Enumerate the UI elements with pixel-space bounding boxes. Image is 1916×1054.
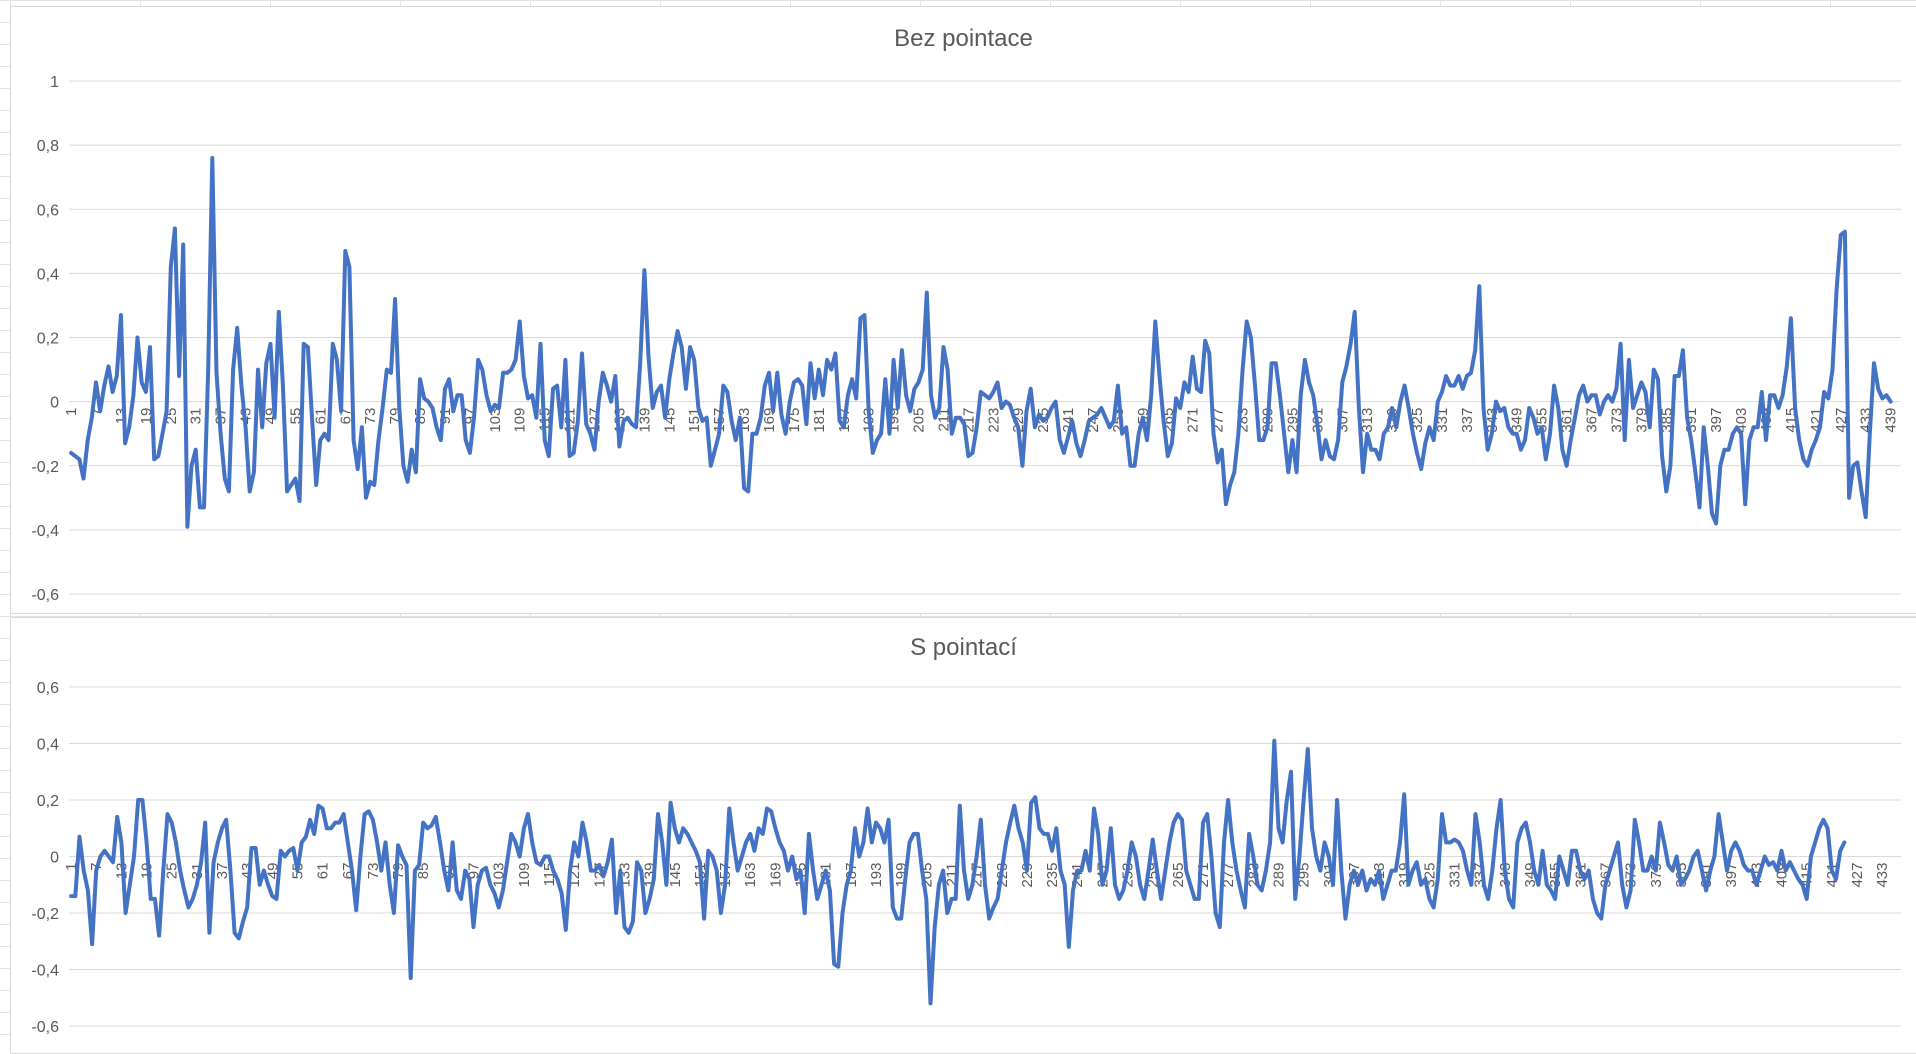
x-tick-label: 355: [1534, 408, 1551, 433]
x-tick-label: 181: [811, 408, 828, 433]
x-tick-label: 313: [1359, 408, 1376, 433]
line-plot: 0,60,40,20-0,2-0,4-0,61 7 13 19 25 31 37 43 49 55…: [31, 680, 1901, 1036]
x-tick-label: 1: [63, 408, 80, 416]
x-tick-label: 235: [1044, 863, 1061, 888]
y-tick-label: -0,6: [31, 587, 59, 604]
x-tick-label: 193: [868, 863, 885, 888]
series-line: [69, 738, 1847, 1006]
x-tick-label: 109: [516, 863, 533, 888]
x-tick-label: 61: [315, 863, 332, 880]
x-tick-label: 7: [88, 408, 105, 416]
x-tick-label: 271: [1185, 408, 1202, 433]
y-tick-label: -0,2: [31, 459, 59, 476]
x-tick-label: 1: [63, 863, 80, 871]
x-tick-label: 37: [214, 863, 231, 880]
y-tick-label: 0,6: [37, 680, 59, 697]
x-tick-label: 427: [1833, 408, 1850, 433]
x-tick-label: 103: [487, 408, 504, 433]
x-tick-label: 271: [1195, 863, 1212, 888]
line-plot: 10,80,60,40,20-0,2-0,4-0,61 7 13 19 25 31 37 43…: [31, 74, 1901, 604]
x-tick-label: 163: [742, 863, 759, 888]
x-tick-label: 379: [1648, 863, 1665, 888]
y-tick-label: -0,2: [31, 906, 59, 923]
x-tick-label: 349: [1509, 408, 1526, 433]
x-tick-label: 397: [1708, 408, 1725, 433]
y-tick-label: 0,4: [37, 737, 59, 754]
x-tick-label: 169: [767, 863, 784, 888]
x-tick-label: 367: [1584, 408, 1601, 433]
chart-title: Bez pointace: [894, 25, 1033, 52]
chart-title: S pointací: [910, 634, 1017, 661]
x-tick-label: 97: [466, 863, 483, 880]
x-tick-label: 289: [1270, 863, 1287, 888]
x-tick-label: 205: [911, 408, 928, 433]
x-tick-label: 73: [362, 408, 379, 425]
chart-s-pointaci[interactable]: S pointací 0,6 0,4 0,2 0 -0,2 -0,4 -0,6 1 7 13 19 2…: [10, 617, 1916, 1054]
x-tick-label: 25: [164, 863, 181, 880]
x-tick-label: 73: [365, 863, 382, 880]
y-tick-label: 0,6: [37, 202, 59, 219]
chart-bez-pointace[interactable]: Bez pointace 1 0,8 0,6 0,4 0,2 0 -0,2 -0,4 -0,6 1…: [10, 6, 1916, 614]
y-tick-label: 0: [50, 850, 59, 867]
x-tick-label: 139: [636, 408, 653, 433]
x-tick-label: 61: [312, 408, 329, 425]
x-tick-label: 427: [1849, 863, 1866, 888]
series-line: [69, 156, 1893, 529]
y-tick-label: 0,2: [37, 793, 59, 810]
x-tick-label: 331: [1447, 863, 1464, 888]
x-tick-label: 223: [985, 408, 1002, 433]
y-tick-label: 0,2: [37, 331, 59, 348]
x-tick-label: 229: [1019, 863, 1036, 888]
x-tick-label: 211: [935, 408, 952, 432]
y-tick-label: 0,8: [37, 138, 59, 155]
y-tick-label: -0,4: [31, 523, 59, 540]
x-tick-label: 265: [1170, 863, 1187, 888]
y-tick-label: 1: [50, 74, 59, 91]
y-tick-label: -0,4: [31, 963, 59, 980]
x-tick-label: 373: [1608, 408, 1625, 433]
x-tick-label: 145: [667, 863, 684, 888]
x-tick-label: 13: [113, 408, 130, 425]
x-tick-label: 31: [188, 408, 205, 425]
x-tick-label: 307: [1334, 408, 1351, 433]
x-tick-label: 433: [1874, 863, 1891, 888]
y-tick-label: 0,4: [37, 266, 59, 283]
y-tick-label: -0,6: [31, 1019, 59, 1036]
x-tick-label: 109: [512, 408, 529, 433]
x-tick-label: 169: [761, 408, 778, 433]
x-tick-label: 439: [1883, 408, 1900, 433]
y-tick-label: 0: [50, 395, 59, 412]
x-tick-label: 337: [1459, 408, 1476, 433]
